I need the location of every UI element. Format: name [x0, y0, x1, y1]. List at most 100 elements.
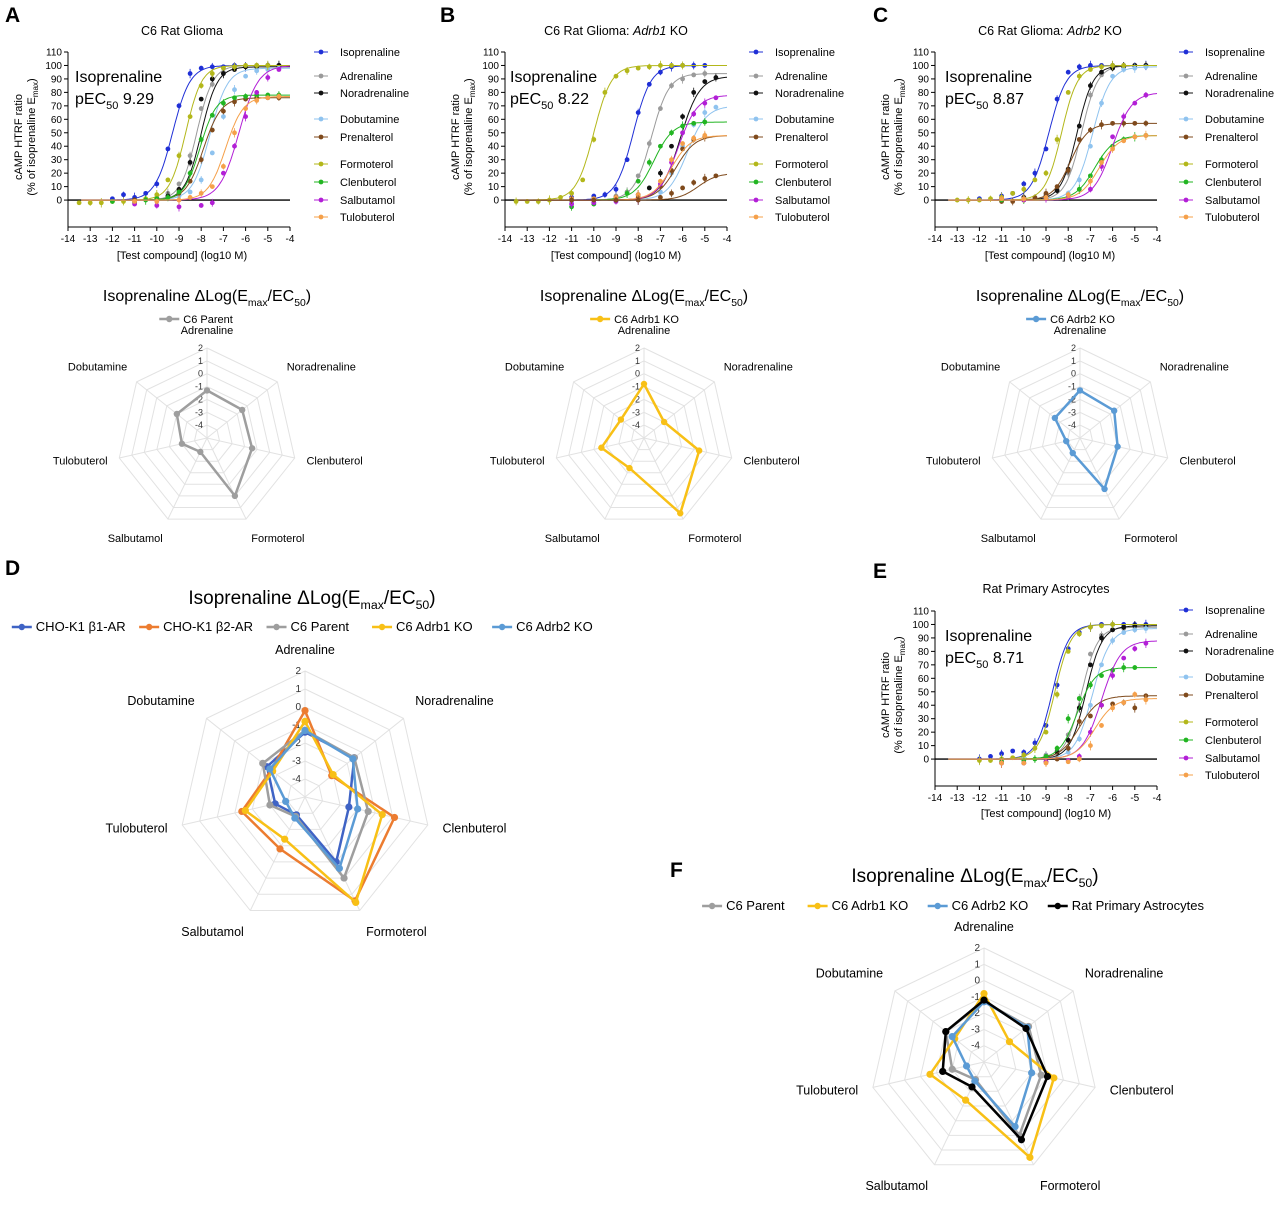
y-tick-label: 80: [918, 647, 930, 658]
data-point-clenbuterol: [1132, 665, 1138, 670]
radar-tick-label: -1: [971, 992, 980, 1003]
data-point-tulobuterol: [1143, 697, 1149, 703]
data-point-clenbuterol: [658, 143, 663, 149]
x-tick-label: -4: [1153, 793, 1162, 804]
legend-swatch-prenalterol: [318, 134, 324, 140]
pec50-annotation-value: pEC50 8.22: [510, 91, 589, 112]
pec50-annotation-value: pEC50 9.29: [75, 91, 154, 112]
series-salbutamol: [518, 95, 728, 209]
radar-axis-label-adrenaline: Adrenaline: [181, 325, 234, 337]
legend-label-noradrenaline: Noradrenaline: [775, 88, 844, 100]
data-point-formoterol: [1032, 745, 1038, 751]
data-point-isoprenaline: [646, 81, 652, 87]
radar-point-c6-adrb1-ko: [598, 444, 605, 451]
data-point-formoterol: [1043, 729, 1049, 735]
y-tick-label: 110: [46, 48, 62, 59]
y-axis-label-2: (% of isoprenaline Emax): [463, 78, 477, 195]
y-tick-label: 0: [56, 196, 62, 207]
data-point-formoterol: [624, 68, 630, 74]
data-point-tulobuterol: [635, 192, 641, 198]
radar-grid-ring: [593, 386, 695, 485]
data-point-tulobuterol: [1121, 138, 1127, 144]
y-axis-label-2: (% of isoprenaline Emax): [893, 78, 907, 195]
radar-legend-swatch-cho-k1-1-ar: [18, 623, 25, 631]
x-tick-label: -4: [1153, 234, 1162, 245]
y-tick-label: 110: [483, 48, 499, 59]
y-axis-label: cAMP HTRF ratio: [880, 652, 892, 738]
legend-swatch-tulobuterol: [753, 214, 759, 220]
data-point-prenalterol-low: [702, 176, 708, 181]
data-point-isoprenaline: [1010, 748, 1016, 754]
data-point-prenalterol: [1143, 120, 1149, 126]
data-point-isoprenaline: [1032, 740, 1038, 746]
data-point-clenbuterol: [221, 100, 226, 106]
data-point-clenbuterol: [1121, 665, 1127, 670]
legend-swatch-tulobuterol: [1183, 772, 1189, 778]
data-point-dobutamine: [1143, 626, 1149, 631]
x-tick-label: -14: [61, 234, 76, 245]
fit-curve-dobutamine: [518, 106, 728, 201]
data-point-formoterol: [1076, 73, 1082, 79]
data-point-noradrenaline: [221, 71, 226, 76]
radar-polygon-c6-adrb2-ko: [1053, 389, 1119, 491]
data-point-tulobuterol: [1099, 723, 1104, 728]
radar-point-c6-adrb1-ko: [962, 1096, 970, 1104]
data-point-isoprenaline: [1065, 69, 1071, 75]
legend-label-adrenaline: Adrenaline: [340, 71, 393, 83]
data-point-noradrenaline: [646, 185, 652, 191]
data-point-formoterol: [254, 63, 260, 68]
data-point-tulobuterol: [1021, 760, 1027, 766]
data-point-isoprenaline: [1088, 63, 1093, 68]
data-point-clenbuterol: [669, 130, 674, 136]
data-point-prenalterol: [1110, 120, 1115, 126]
data-point-dobutamine: [713, 104, 719, 110]
radar-grid-ring: [555, 347, 733, 520]
radar-legend-label-cho-k1-1-ar: CHO-K1 β1-AR: [36, 619, 126, 634]
data-point-salbutamol: [232, 143, 237, 149]
pec50-annotation-name: Isoprenaline: [945, 628, 1032, 645]
data-point-isoprenaline: [198, 65, 204, 71]
data-point-formoterol: [76, 200, 82, 206]
legend-swatch-formoterol: [1183, 719, 1189, 725]
x-tick-label: -8: [1064, 793, 1073, 804]
fit-curve-clenbuterol: [948, 667, 1158, 760]
radar-spoke: [643, 437, 684, 520]
radar-title: Isoprenaline ΔLog(Emax/EC50): [188, 588, 435, 612]
radar-legend: C6 Parent C6 Adrb1 KO C6 Adrb2 KO Rat Prima…: [702, 898, 1204, 913]
data-point-clenbuterol: [635, 178, 641, 184]
data-point-clenbuterol: [1076, 696, 1082, 701]
data-point-adrenaline: [209, 81, 215, 87]
radar-point-c6-adrb1-ko: [626, 464, 633, 472]
radar-title: Isoprenaline ΔLog(Emax/EC50): [103, 288, 311, 309]
x-axis-label: [Test compound] (log10 M): [981, 808, 1111, 820]
radar-series-rat-primary-astrocytes: [939, 996, 1052, 1144]
radar-axis-label-noradrenaline: Noradrenaline: [287, 361, 356, 373]
data-point-clenbuterol: [702, 119, 708, 125]
radar-spoke: [643, 437, 732, 459]
radar-tick-label: -4: [292, 774, 301, 785]
legend-swatch-clenbuterol: [318, 179, 324, 185]
radar-legend-label-c6-adrb2-ko: C6 Adrb2 KO: [1050, 314, 1115, 326]
radar-tick-label: 2: [635, 343, 640, 353]
data-point-salbutamol: [702, 100, 708, 106]
y-tick-label: 10: [488, 182, 500, 193]
legend-swatch-adrenaline: [318, 73, 324, 79]
radar-point-c6-parent: [231, 492, 239, 500]
radar-grid-ring: [118, 347, 296, 520]
data-point-noradrenaline: [680, 114, 685, 120]
x-tick-label: -14: [498, 234, 513, 245]
x-tick-label: -13: [520, 234, 535, 245]
x-tick-label: -9: [1042, 793, 1051, 804]
legend-label-dobutamine: Dobutamine: [340, 114, 399, 126]
data-point-clenbuterol: [243, 94, 249, 99]
x-tick-label: -11: [995, 793, 1009, 804]
data-point-isoprenaline: [209, 64, 215, 70]
radar-tick-label: 0: [295, 702, 301, 713]
x-tick-label: -14: [928, 234, 943, 245]
x-tick-label: -12: [105, 234, 120, 245]
y-axis-label-group: cAMP HTRF ratio (% of isoprenaline Emax): [450, 78, 477, 195]
radar-tick-label: 2: [974, 943, 980, 954]
radar-axis-label-salbutamol: Salbutamol: [981, 533, 1036, 545]
x-tick-label: -4: [286, 234, 295, 245]
